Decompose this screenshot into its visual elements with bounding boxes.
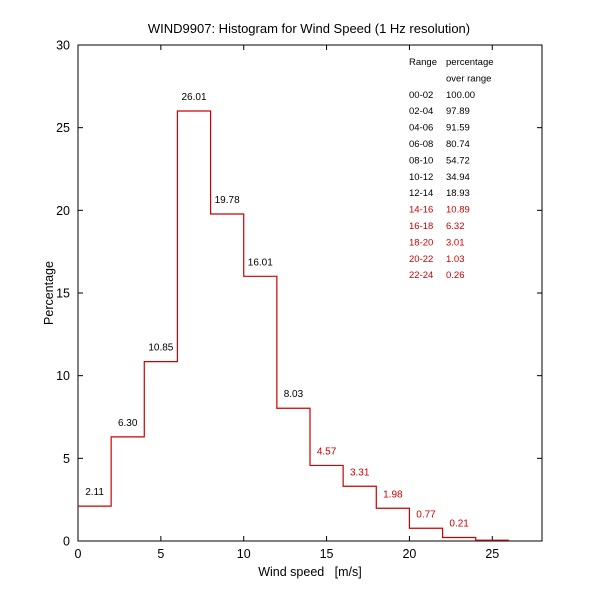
y-tick-label: 20 bbox=[56, 204, 70, 218]
table-cell-percentage: 34.94 bbox=[446, 172, 470, 183]
bin-value-label: 0.21 bbox=[449, 519, 469, 530]
y-tick-label: 0 bbox=[63, 535, 70, 549]
table-cell-percentage: 100.00 bbox=[446, 90, 475, 101]
bin-value-label: 0.77 bbox=[416, 509, 436, 520]
histogram-outline bbox=[78, 110, 509, 541]
y-tick-label: 15 bbox=[56, 287, 70, 301]
bin-value-label: 8.03 bbox=[284, 389, 304, 400]
table-cell-range: 14-16 bbox=[409, 205, 433, 216]
y-tick-label: 10 bbox=[56, 369, 70, 383]
table-cell-percentage: 18.93 bbox=[446, 188, 470, 199]
x-tick-label: 15 bbox=[320, 547, 334, 561]
y-axis: 0 5 10 15 20 25 30 bbox=[56, 39, 542, 549]
bin-value-label: 2.11 bbox=[85, 487, 104, 498]
bin-value-labels: 2.11 6.30 10.85 26.01 19.78 16.01 8.03 4.57 3.31… bbox=[85, 92, 469, 530]
table-header-percentage: percentage bbox=[446, 57, 494, 68]
table-cell-range: 20-22 bbox=[409, 254, 433, 265]
table-cell-range: 12-14 bbox=[409, 188, 433, 199]
x-tick-label: 5 bbox=[157, 547, 164, 561]
table-cell-range: 10-12 bbox=[409, 172, 433, 183]
y-tick-label: 5 bbox=[63, 452, 70, 466]
y-tick-label: 30 bbox=[56, 39, 70, 53]
table-cell-range: 02-04 bbox=[409, 106, 433, 117]
table-cell-percentage: 0.26 bbox=[446, 270, 465, 281]
table-cell-range: 04-06 bbox=[409, 123, 433, 134]
table-cell-percentage: 10.89 bbox=[446, 205, 470, 216]
plot-frame bbox=[77, 44, 543, 542]
bin-value-label: 16.01 bbox=[248, 257, 273, 268]
table-cell-percentage: 6.32 bbox=[446, 221, 465, 232]
range-percentage-table: Range percentage over range 00-02 100.00 02-0… bbox=[409, 57, 494, 281]
x-tick-label: 25 bbox=[485, 547, 499, 561]
table-cell-percentage: 80.74 bbox=[446, 139, 470, 150]
table-cell-range: 18-20 bbox=[409, 237, 433, 248]
table-cell-range: 08-10 bbox=[409, 155, 433, 166]
x-tick-label: 10 bbox=[237, 547, 251, 561]
table-cell-range: 00-02 bbox=[409, 90, 433, 101]
table-cell-percentage: 54.72 bbox=[446, 155, 470, 166]
x-tick-label: 0 bbox=[75, 547, 82, 561]
bin-value-label: 3.31 bbox=[350, 467, 370, 478]
table-cell-percentage: 1.03 bbox=[446, 254, 465, 265]
bin-value-label: 26.01 bbox=[181, 92, 206, 103]
table-cell-range: 06-08 bbox=[409, 139, 433, 150]
table-subheader: over range bbox=[446, 73, 491, 84]
table-cell-range: 22-24 bbox=[409, 270, 433, 281]
bin-value-label: 6.30 bbox=[118, 418, 138, 429]
table-cell-percentage: 97.89 bbox=[446, 106, 470, 117]
table-cell-range: 16-18 bbox=[409, 221, 433, 232]
x-tick-label: 20 bbox=[402, 547, 416, 561]
y-tick-label: 25 bbox=[56, 121, 70, 135]
y-axis-label: Percentage bbox=[42, 261, 56, 325]
bin-value-label: 19.78 bbox=[215, 195, 240, 206]
bin-value-label: 10.85 bbox=[148, 343, 173, 354]
x-axis-label: Wind speed [m/s] bbox=[258, 565, 362, 579]
x-axis: 0 5 10 15 20 25 bbox=[75, 45, 499, 561]
bin-value-label: 1.98 bbox=[383, 489, 403, 500]
table-cell-percentage: 91.59 bbox=[446, 123, 470, 134]
table-header-range: Range bbox=[409, 57, 437, 68]
bin-value-label: 4.57 bbox=[317, 446, 337, 457]
chart-title: WIND9907: Histogram for Wind Speed (1 Hz… bbox=[148, 21, 470, 36]
table-cell-percentage: 3.01 bbox=[446, 237, 465, 248]
